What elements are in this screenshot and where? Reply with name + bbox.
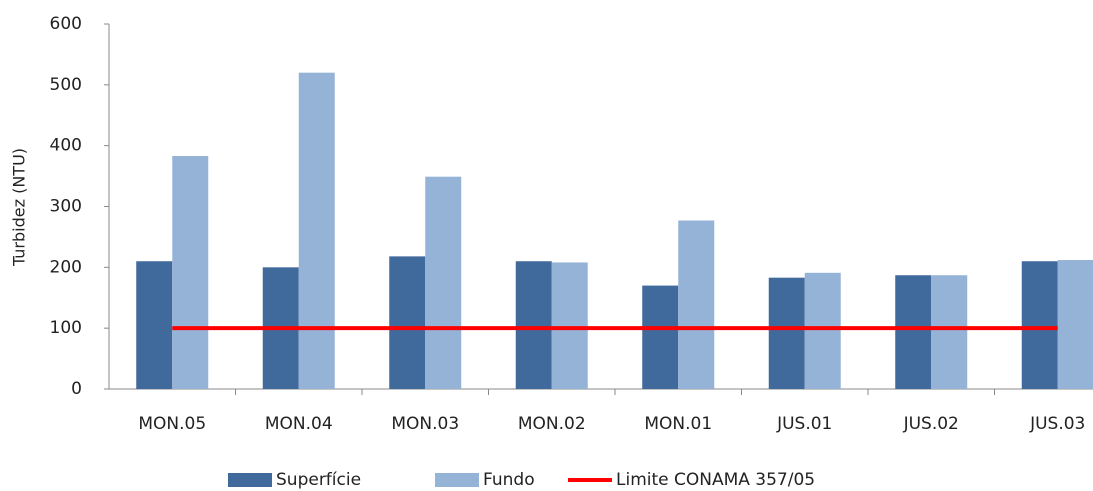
y-tick-label: 100 [50,318,82,338]
y-tick-label: 400 [50,136,82,156]
legend-swatch [435,473,479,487]
x-tick-label: MON.01 [644,414,712,434]
bar [136,261,173,389]
y-tick-label: 600 [50,14,82,34]
y-tick-label: 200 [50,257,82,277]
legend-label: Limite CONAMA 357/05 [616,470,815,490]
bar [804,272,841,389]
y-tick-label: 0 [71,379,82,399]
bar [678,220,715,389]
bar [515,261,552,389]
legend-label: Fundo [483,470,535,490]
bar [1021,261,1058,389]
bar [895,275,932,389]
bar [425,176,462,389]
y-tick-label: 300 [50,197,82,217]
x-tick-label: MON.05 [138,414,206,434]
bar [1057,260,1093,389]
x-tick-label: MON.02 [518,414,586,434]
x-tick-label: MON.03 [391,414,459,434]
bar [551,262,588,389]
bar [172,156,209,389]
bar [768,277,805,389]
bar [931,275,968,389]
bar [298,72,335,390]
x-tick-label: JUS.02 [903,414,959,434]
legend-label: Superfície [276,470,361,490]
bar [389,256,426,389]
x-tick-label: MON.04 [265,414,333,434]
bar [642,285,679,389]
legend-swatch [228,473,272,487]
y-tick-label: 500 [50,75,82,95]
y-axis-label: Turbidez (NTU) [10,148,29,267]
x-tick-label: JUS.01 [776,414,832,434]
x-tick-label: JUS.03 [1029,414,1085,434]
